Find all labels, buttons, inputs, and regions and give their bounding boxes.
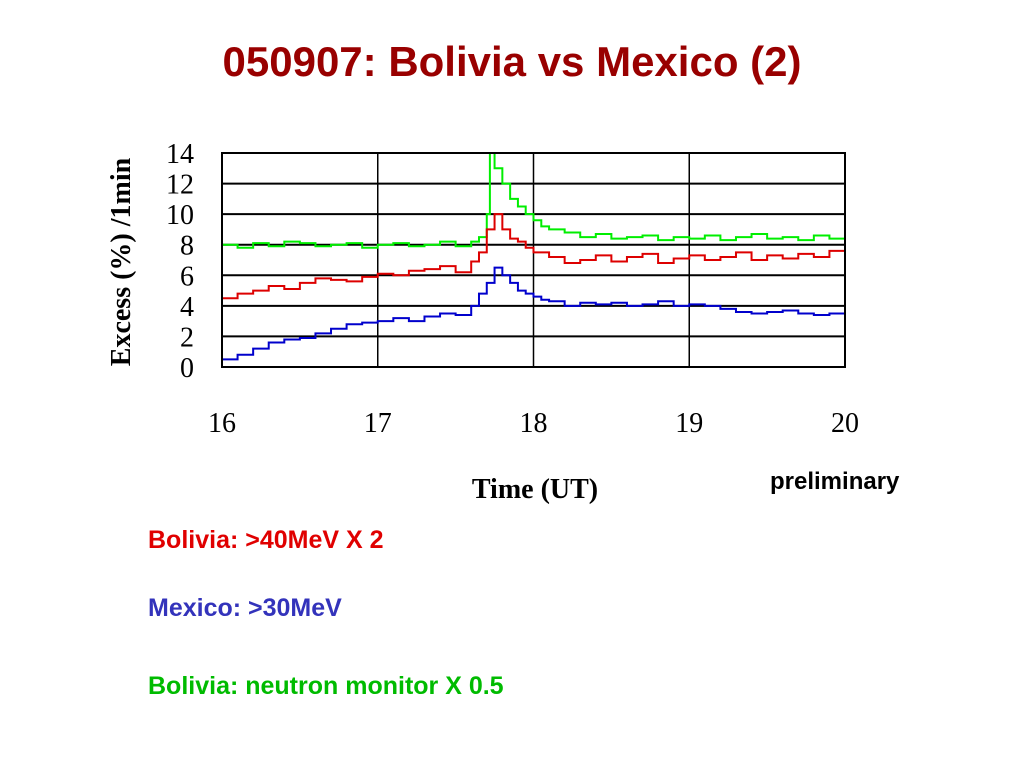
legend-bolivia-neutron: Bolivia: neutron monitor X 0.5 <box>148 672 504 701</box>
series-group <box>222 152 846 361</box>
y-tick-label: 14 <box>166 139 194 170</box>
y-tick-label: 0 <box>180 353 194 384</box>
x-tick-label: 20 <box>831 408 859 439</box>
slide-title: 050907: Bolivia vs Mexico (2) <box>222 38 802 85</box>
y-tick-label: 4 <box>180 292 194 323</box>
series-line-0 <box>222 152 846 249</box>
y-tick-label: 10 <box>166 200 194 231</box>
x-tick-label: 17 <box>364 408 392 439</box>
legend-mexico: Mexico: >30MeV <box>148 594 342 623</box>
y-tick-label: 12 <box>166 170 194 201</box>
x-tick-label: 18 <box>520 408 548 439</box>
series-line-2 <box>222 266 846 361</box>
plot-frame <box>221 152 846 368</box>
x-tick-label: 19 <box>675 408 703 439</box>
series-line-1 <box>222 213 846 300</box>
legend-text: Bolivia: neutron monitor X 0.5 <box>148 672 504 700</box>
legend-text: Bolivia: >40MeV X 2 <box>148 526 384 554</box>
y-tick-label: 2 <box>180 322 194 353</box>
y-tick-label: 8 <box>180 231 194 262</box>
x-tick-label: 16 <box>208 408 236 439</box>
x-tick-labels: 16 17 18 19 20 <box>208 408 859 439</box>
y-axis-label: Excess (%) /1min <box>106 157 137 366</box>
preliminary-note: preliminary <box>770 468 900 495</box>
legend-text: Mexico: >30MeV <box>148 594 342 622</box>
x-axis-label: Time (UT) <box>472 474 598 505</box>
legend-bolivia-muon: Bolivia: >40MeV X 2 <box>148 526 384 555</box>
y-tick-label: 6 <box>180 261 194 292</box>
